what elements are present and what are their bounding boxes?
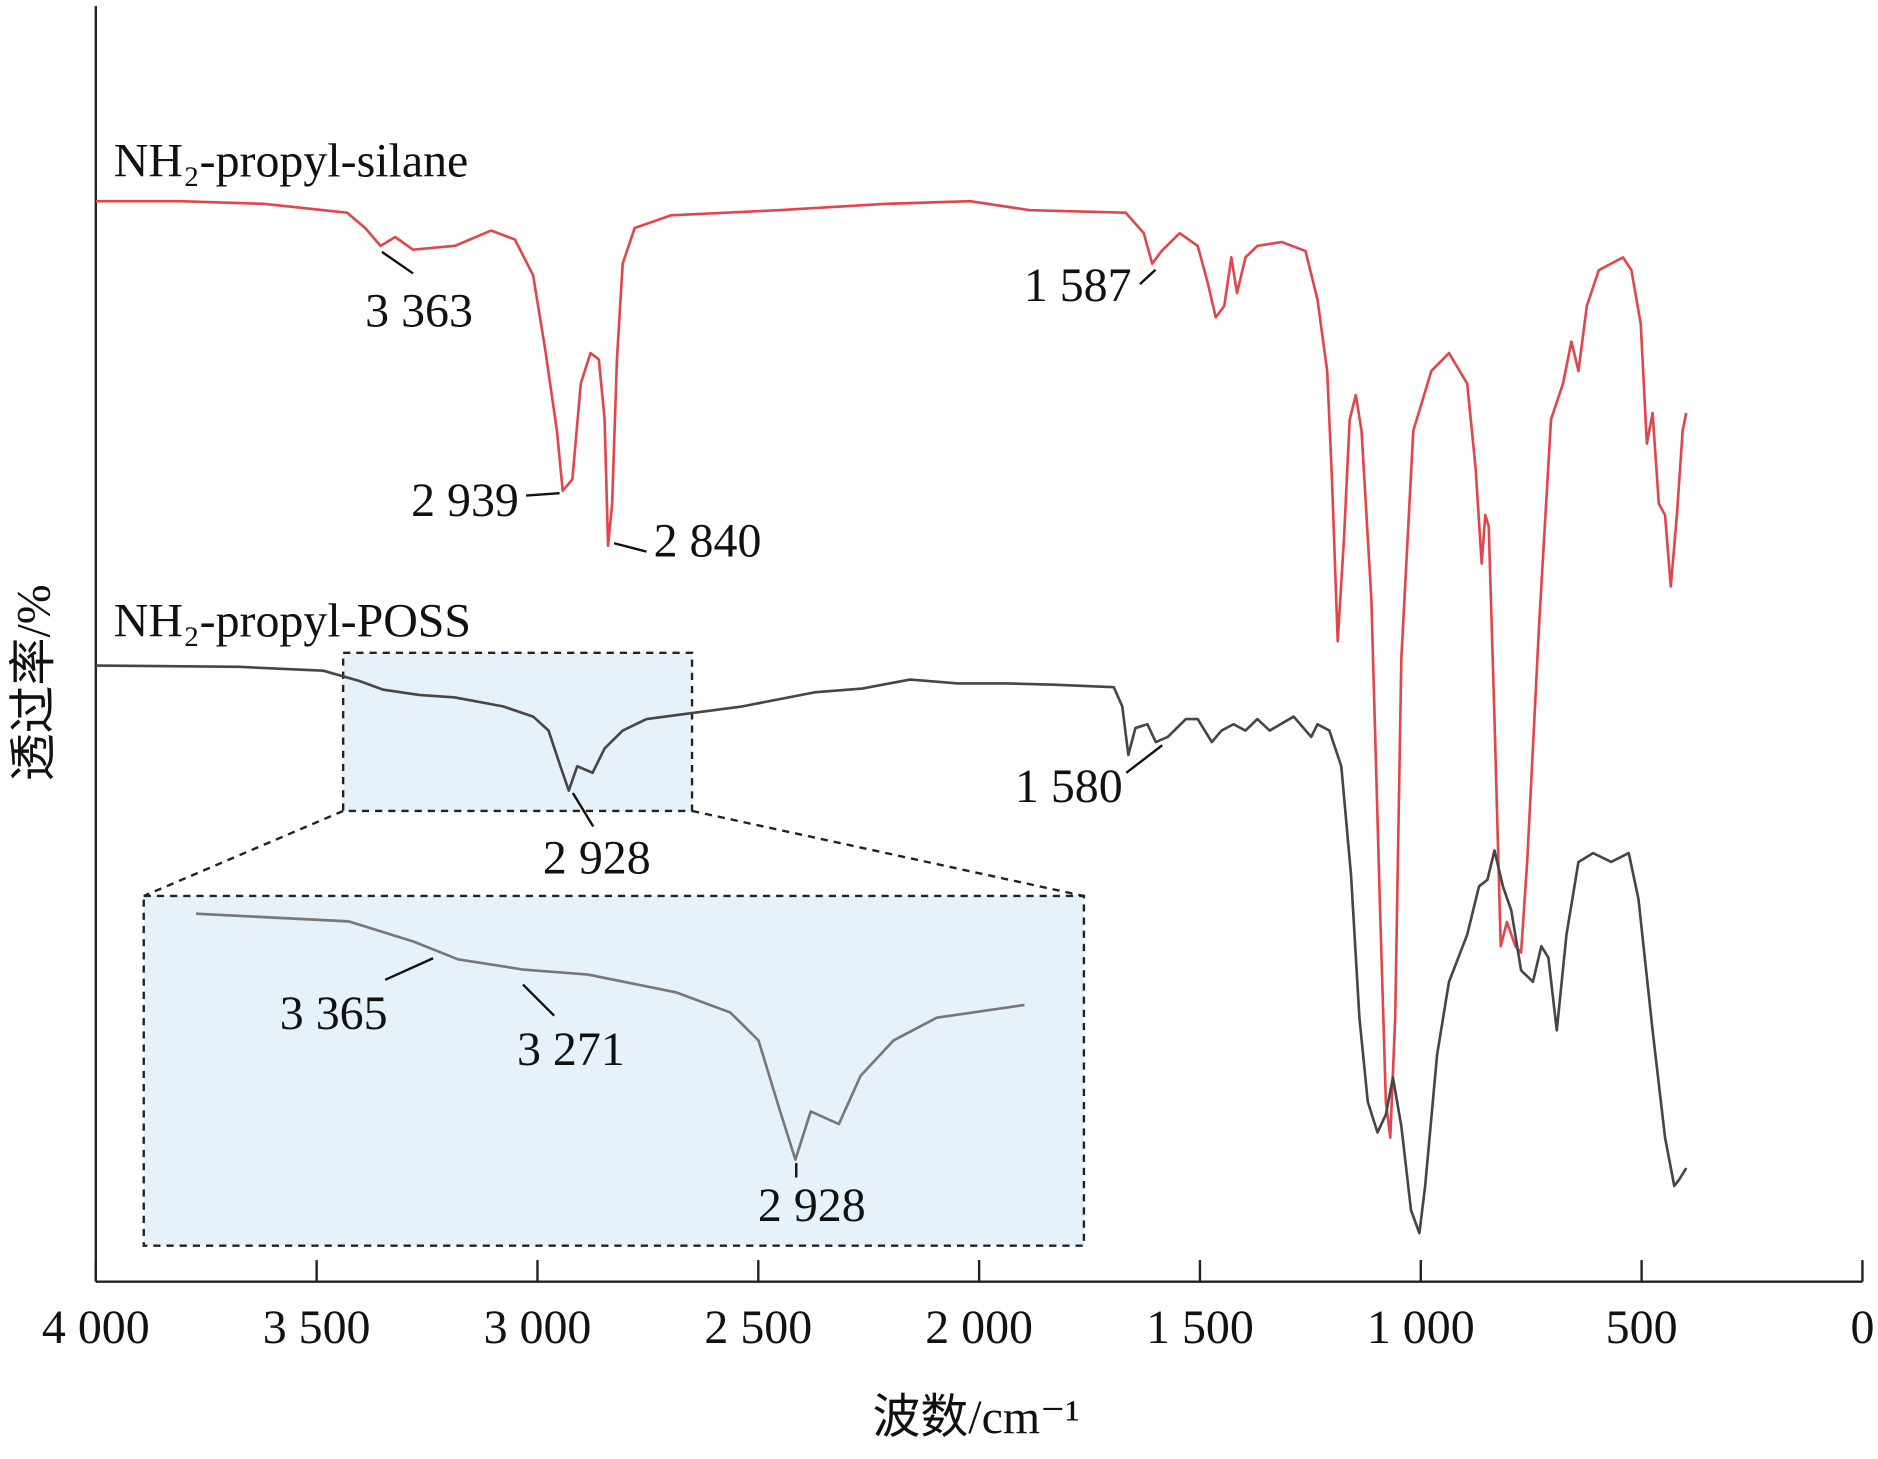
x-axis-label: 波数/cm⁻¹ — [873, 1391, 1080, 1444]
annotation-leader — [1125, 744, 1163, 774]
inset — [142, 894, 1086, 1247]
annotation: 3 363 — [365, 284, 473, 337]
x-tick-label: 3 500 — [263, 1301, 371, 1354]
x-tick-label: 0 — [1850, 1301, 1874, 1354]
series-line — [95, 199, 1688, 1139]
zoom-connector — [691, 809, 1085, 898]
annotation: 2 928 — [543, 831, 651, 884]
x-tick-label: 2 000 — [925, 1301, 1033, 1354]
annotation: 2 928 — [758, 1179, 866, 1232]
x-tick-label: 3 000 — [484, 1301, 592, 1354]
zoom-connector — [143, 809, 344, 898]
x-tick-label: 1 000 — [1367, 1301, 1475, 1354]
annotation-leader — [522, 983, 555, 1017]
series-line — [95, 664, 1688, 1235]
x-tick-label: 1 500 — [1146, 1301, 1254, 1354]
x-tick-label: 4 000 — [42, 1301, 150, 1354]
annotation: 3 271 — [517, 1023, 625, 1076]
annotation: 2 939 — [411, 474, 519, 527]
x-tick-label: 500 — [1606, 1301, 1678, 1354]
legend-label: NH₂-propyl-silane — [114, 134, 469, 187]
annotation-leader — [384, 957, 434, 981]
legend-label: NH₂-propyl-POSS — [114, 594, 471, 647]
y-axis-label: 透过率/% — [7, 584, 60, 781]
annotation-leader — [1139, 268, 1157, 285]
zoom-region — [341, 651, 694, 813]
x-tick-label: 2 500 — [704, 1301, 812, 1354]
annotation-leader — [525, 491, 560, 497]
inset-line — [195, 912, 1025, 1161]
annotation: 1 587 — [1024, 259, 1132, 312]
annotation: 2 840 — [654, 515, 762, 568]
annotation-leader — [571, 792, 595, 828]
annotation: 3 365 — [280, 987, 388, 1040]
annotation: 1 580 — [1015, 760, 1123, 813]
annotation-leader — [381, 250, 414, 275]
annotation-leader — [613, 542, 647, 553]
